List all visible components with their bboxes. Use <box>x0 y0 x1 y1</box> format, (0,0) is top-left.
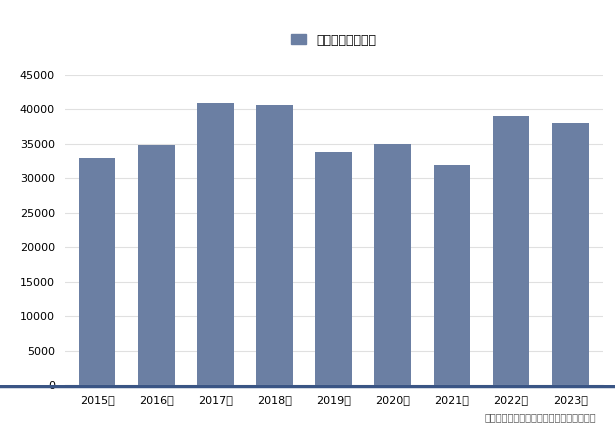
Bar <box>493 116 530 385</box>
Bar <box>138 145 175 385</box>
Bar <box>256 105 293 385</box>
Bar <box>79 158 116 385</box>
Bar <box>434 164 470 385</box>
Text: 2015-2023年全国220千伏及以上线路回路长度增长: 2015-2023年全国220千伏及以上线路回路长度增长 <box>142 45 473 64</box>
Bar <box>197 102 234 385</box>
FancyBboxPatch shape <box>20 9 25 27</box>
Bar <box>552 123 589 385</box>
Bar <box>315 152 352 385</box>
Legend: 新增长度（千米）: 新增长度（千米） <box>286 29 381 52</box>
Text: 资料来源：公开资料、华经产业研究院整理: 资料来源：公开资料、华经产业研究院整理 <box>485 412 597 422</box>
Bar <box>375 144 411 385</box>
Text: 专业严谨·客观科学: 专业严谨·客观科学 <box>540 13 597 23</box>
Text: 华经情报网: 华经情报网 <box>34 11 69 24</box>
FancyBboxPatch shape <box>12 9 17 27</box>
